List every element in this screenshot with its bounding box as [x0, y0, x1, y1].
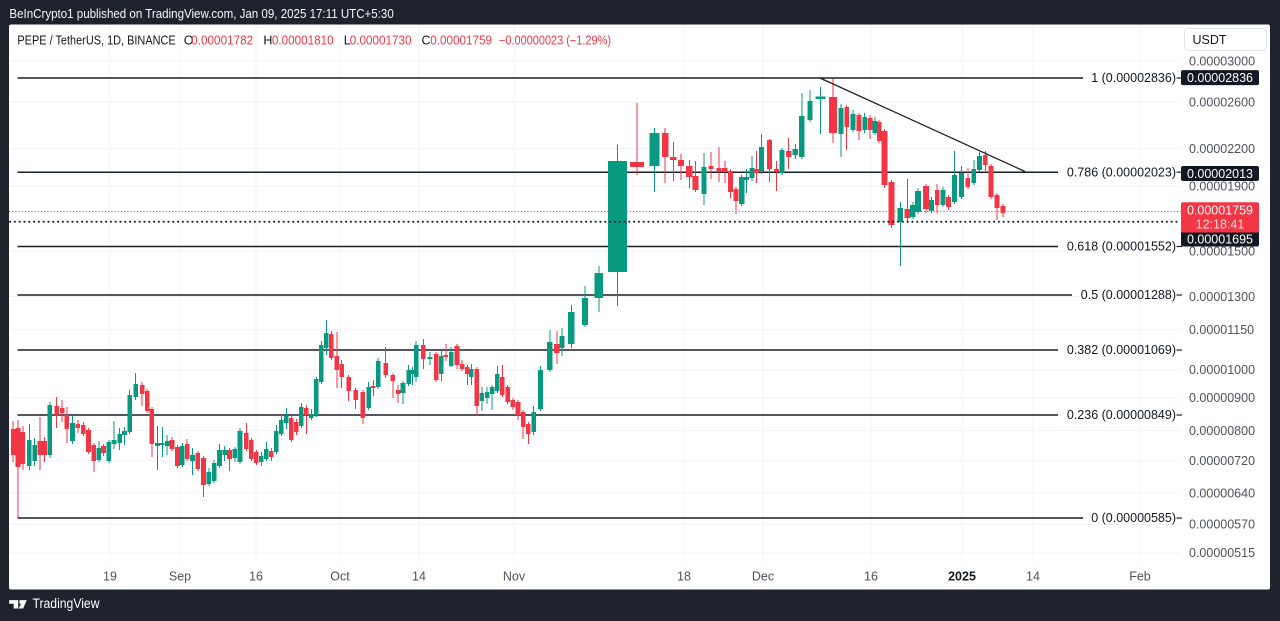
- svg-text:0.236 (0.00000849): 0.236 (0.00000849): [1067, 408, 1176, 422]
- svg-text:0.00002013: 0.00002013: [1187, 167, 1253, 181]
- svg-text:0.00002836: 0.00002836: [1187, 71, 1253, 85]
- svg-text:0.00000900: 0.00000900: [1189, 391, 1255, 405]
- svg-text:0.00001759: 0.00001759: [430, 34, 492, 48]
- svg-text:16: 16: [249, 569, 263, 583]
- svg-text:0.382 (0.00001069): 0.382 (0.00001069): [1067, 343, 1176, 357]
- svg-text:1 (0.00002836): 1 (0.00002836): [1091, 71, 1176, 85]
- svg-text:0.00002200: 0.00002200: [1189, 142, 1255, 156]
- svg-text:C: C: [422, 34, 431, 48]
- svg-text:PEPE / TetherUS, 1D, BINANCE: PEPE / TetherUS, 1D, BINANCE: [17, 34, 175, 48]
- svg-text:0.5 (0.00001288): 0.5 (0.00001288): [1081, 288, 1176, 302]
- svg-text:0.00000720: 0.00000720: [1189, 454, 1255, 468]
- svg-text:0.00001900: 0.00001900: [1189, 180, 1255, 194]
- svg-text:Dec: Dec: [752, 569, 774, 583]
- svg-text:0.00001000: 0.00001000: [1189, 363, 1255, 377]
- svg-text:0.00002600: 0.00002600: [1189, 95, 1255, 109]
- svg-text:Sep: Sep: [169, 569, 191, 583]
- svg-text:0.00000800: 0.00000800: [1189, 424, 1255, 438]
- svg-text:14: 14: [1026, 569, 1040, 583]
- svg-text:0.00001782: 0.00001782: [191, 34, 253, 48]
- svg-text:Oct: Oct: [330, 569, 350, 583]
- svg-text:0.00000570: 0.00000570: [1189, 518, 1255, 532]
- svg-text:0.00000515: 0.00000515: [1189, 546, 1255, 560]
- svg-text:2025: 2025: [948, 569, 976, 583]
- svg-text:0.618 (0.00001552): 0.618 (0.00001552): [1067, 240, 1176, 254]
- svg-text:L: L: [344, 34, 351, 48]
- svg-text:TradingView: TradingView: [33, 596, 100, 611]
- svg-text:BeInCrypto1 published on Tradi: BeInCrypto1 published on TradingView.com…: [9, 7, 393, 21]
- svg-text:0.00003000: 0.00003000: [1189, 54, 1255, 68]
- svg-text:0.00001730: 0.00001730: [350, 34, 412, 48]
- svg-text:−0.00000023 (−1.29%): −0.00000023 (−1.29%): [499, 34, 611, 48]
- svg-text:18: 18: [677, 569, 691, 583]
- svg-text:0.786 (0.00002023): 0.786 (0.00002023): [1067, 165, 1176, 179]
- svg-text:0.00001150: 0.00001150: [1189, 323, 1254, 337]
- svg-text:0.00000640: 0.00000640: [1189, 486, 1255, 500]
- svg-text:0.00001500: 0.00001500: [1189, 245, 1255, 259]
- svg-text:0.00001695: 0.00001695: [1187, 232, 1253, 246]
- svg-text:14: 14: [412, 569, 426, 583]
- svg-text:19: 19: [103, 569, 117, 583]
- svg-text:Nov: Nov: [503, 569, 526, 583]
- svg-text:USDT: USDT: [1193, 33, 1227, 47]
- svg-text:H: H: [263, 34, 272, 48]
- svg-text:0.00001759: 0.00001759: [1187, 203, 1253, 217]
- svg-text:0.00001300: 0.00001300: [1189, 290, 1255, 304]
- svg-text:0 (0.00000585): 0 (0.00000585): [1091, 511, 1176, 525]
- svg-text:O: O: [184, 34, 194, 48]
- svg-text:16: 16: [864, 569, 878, 583]
- svg-text:0.00001810: 0.00001810: [272, 34, 334, 48]
- svg-text:Feb: Feb: [1129, 569, 1151, 583]
- svg-text:12:18:41: 12:18:41: [1196, 218, 1245, 232]
